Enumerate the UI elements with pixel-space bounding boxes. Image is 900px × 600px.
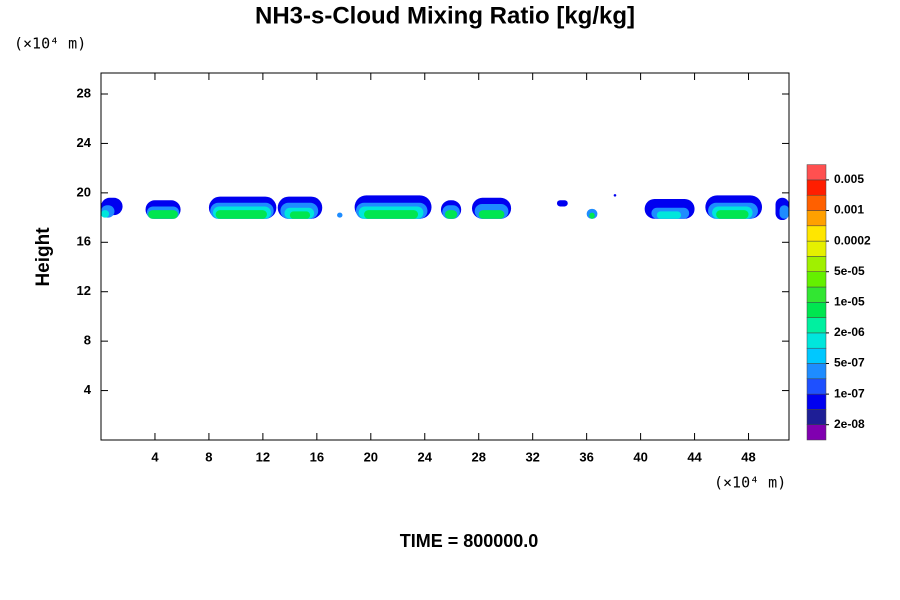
- colorbar-label: 2e-08: [834, 417, 865, 431]
- x-unit: (×10⁴ m): [714, 474, 786, 492]
- colorbar-box: [806, 164, 827, 181]
- x-tick-label: 16: [310, 449, 324, 464]
- contour-cell: [716, 210, 749, 219]
- y-tick-label: 8: [84, 333, 91, 348]
- x-tick-label: 8: [205, 449, 212, 464]
- colorbar-box: [806, 409, 827, 425]
- plot-frame: [100, 72, 790, 441]
- footer: TIME = 800000.0: [400, 531, 539, 551]
- contour-cell: [779, 205, 789, 219]
- x-tick-label: 24: [418, 449, 433, 464]
- colorbar-box: [806, 347, 827, 364]
- colorbar-box: [806, 302, 827, 318]
- colorbar-box: [806, 424, 827, 441]
- colorbar-box: [806, 378, 827, 395]
- contour-cell: [589, 212, 595, 219]
- chart-title: NH3-s-Cloud Mixing Ratio [kg/kg]: [255, 2, 635, 29]
- x-tick-label: 48: [741, 449, 755, 464]
- contour-cell: [148, 210, 178, 219]
- colorbar-label: 2e-06: [834, 325, 865, 339]
- colorbar-box: [806, 256, 827, 272]
- y-tick-label: 20: [77, 184, 91, 199]
- colorbar-box: [806, 363, 827, 380]
- colorbar-label: 1e-05: [834, 294, 865, 308]
- contour-cell: [364, 210, 419, 219]
- x-tick-label: 12: [256, 449, 270, 464]
- colorbar-box: [806, 194, 827, 211]
- colorbar-box: [806, 179, 827, 196]
- x-tick-label: 32: [525, 449, 539, 464]
- colorbar-box: [806, 210, 827, 227]
- x-tick-label: 40: [633, 449, 647, 464]
- colorbar-label: 0.0002: [834, 233, 871, 247]
- contour-cell: [445, 210, 458, 219]
- colorbar-box: [806, 271, 827, 288]
- y-tick-label: 28: [77, 85, 91, 100]
- colorbar-box: [806, 240, 827, 257]
- contour-cell: [337, 212, 343, 218]
- colorbar-box: [806, 225, 827, 242]
- y-tick-label: 16: [77, 234, 91, 249]
- x-tick-label: 4: [151, 449, 159, 464]
- contour-cell: [289, 211, 311, 219]
- y-tick-label: 12: [77, 283, 91, 298]
- y-axis-label: Height: [33, 227, 54, 287]
- contour-cell: [215, 210, 267, 219]
- contour-cell: [478, 210, 505, 219]
- x-tick-label: 44: [687, 449, 702, 464]
- colorbar-box: [806, 286, 827, 303]
- colorbar-label: 0.005: [834, 172, 864, 186]
- colorbar-box: [806, 317, 827, 334]
- contour-cell: [101, 210, 110, 218]
- y-tick-label: 24: [77, 135, 92, 150]
- colorbar-label: 5e-05: [834, 264, 865, 278]
- x-tick-label: 36: [579, 449, 593, 464]
- colorbar-label: 5e-07: [834, 356, 865, 370]
- y-unit: (×10⁴ m): [14, 35, 86, 53]
- contour-cell: [556, 200, 568, 207]
- colorbar-box: [806, 393, 827, 410]
- x-tick-label: 20: [364, 449, 378, 464]
- colorbar-label: 1e-07: [834, 386, 865, 400]
- contour-cell: [613, 194, 617, 197]
- colorbar-label: 0.001: [834, 203, 864, 217]
- y-tick-label: 4: [84, 382, 92, 397]
- colorbar-box: [806, 332, 827, 349]
- contour-cell: [656, 211, 682, 219]
- x-tick-label: 28: [471, 449, 485, 464]
